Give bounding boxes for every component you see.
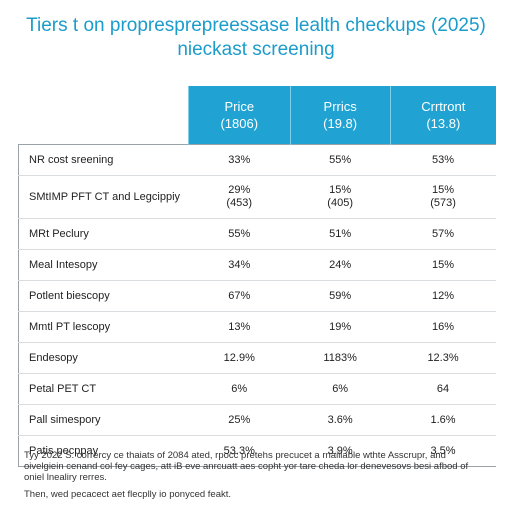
header-blank-cell: [18, 86, 189, 145]
cell-value: 55%: [290, 144, 391, 176]
cell-value-line: 15%: [432, 184, 455, 196]
title-line-1: Tiers t on propresprepreessase lealth ch…: [26, 15, 486, 36]
cell-value: 59%: [290, 280, 391, 312]
cell-value: 33%: [188, 144, 291, 176]
row-label: Pall simespory: [18, 404, 189, 436]
cell-value: 19%: [290, 311, 391, 343]
cell-value: 34%: [188, 249, 291, 281]
cell-value: 15%: [390, 249, 496, 281]
row-label: SMtIMP PFT CT and Legcippiy: [18, 175, 189, 219]
cell-value: 3.6%: [290, 404, 391, 436]
column-header-sub: (19.8): [323, 116, 358, 131]
column-header-label: Crrtront: [421, 99, 466, 114]
row-label: NR cost sreening: [18, 144, 189, 176]
cell-value-line: (573): [430, 197, 456, 209]
cell-value: 25%: [188, 404, 291, 436]
footnote: Tyy 2022 S. corrercy ce thaiats of 2084 …: [24, 450, 484, 500]
row-label: Mmtl PT lescopy: [18, 311, 189, 343]
cell-value: 57%: [390, 218, 496, 250]
cell-value-line: 29%: [228, 184, 251, 196]
column-header-label: Price: [224, 99, 255, 114]
cell-value: 53.3%: [188, 435, 291, 467]
row-label: Petal PET CT: [18, 373, 189, 405]
column-header-sub: (1806): [220, 116, 259, 131]
column-header: Crrtront (13.8): [389, 86, 496, 145]
cell-value: 12.3%: [390, 342, 496, 374]
cell-value: 53%: [390, 144, 496, 176]
table-row: Potlent biescopy 67% 59% 12%: [18, 280, 496, 312]
row-label: Endesopy: [18, 342, 189, 374]
table-row: MRt Peclury 55% 51% 57%: [18, 218, 496, 250]
table-row: Petal PET CT 6% 6% 64: [18, 373, 496, 405]
pricing-table: Price (1806) Prrics (19.8) Crrtront (13.…: [18, 86, 496, 467]
cell-value: 12.9%: [188, 342, 291, 374]
cell-value: 29% (453): [188, 175, 291, 219]
column-header-label: Prrics: [323, 99, 357, 114]
cell-value: 24%: [290, 249, 391, 281]
cell-value: 55%: [188, 218, 291, 250]
cell-value-line: (453): [226, 197, 253, 209]
cell-value-line: 15%: [329, 184, 352, 196]
row-label: Potlent biescopy: [18, 280, 189, 312]
row-label: Patis pecppay: [18, 435, 189, 467]
title-line-2: nieckast screening: [177, 39, 335, 60]
cell-value: 64: [390, 373, 496, 405]
row-label: Meal Intesopy: [18, 249, 189, 281]
cell-value: 15% (573): [390, 175, 496, 219]
footnote-paragraph: Tyy 2022 S. corrercy ce thaiats of 2084 …: [24, 450, 469, 483]
cell-value: 1183%: [290, 342, 391, 374]
cell-value: 6%: [290, 373, 391, 405]
cell-value: 51%: [290, 218, 391, 250]
table-row: Mmtl PT lescopy 13% 19% 16%: [18, 311, 496, 343]
cell-value: 6%: [188, 373, 291, 405]
cell-value: 16%: [390, 311, 496, 343]
cell-value: 15% (405): [290, 175, 391, 219]
table-row: NR cost sreening 33% 55% 53%: [18, 144, 496, 176]
cell-value: 67%: [188, 280, 291, 312]
cell-value: 3.9%: [290, 435, 391, 467]
footnote-paragraph: Then, wed pecacect aet flecplly io ponyc…: [24, 489, 232, 500]
cell-value: 1.6%: [390, 404, 496, 436]
table-row: Pall simespory 25% 3.6% 1.6%: [18, 404, 496, 436]
row-label: MRt Peclury: [18, 218, 189, 250]
cell-value: 12%: [390, 280, 496, 312]
table-row: SMtIMP PFT CT and Legcippiy 29% (453) 15% (4…: [18, 175, 496, 219]
column-header: Prrics (19.8): [289, 86, 391, 145]
table-row: Patis pecppay 53.3% 3.9% 3.5%: [18, 435, 496, 467]
cell-value: 3.5%: [390, 435, 496, 467]
table-row: Endesopy 12.9% 1183% 12.3%: [18, 342, 496, 374]
column-header: Price (1806): [187, 86, 291, 145]
cell-value-line: (405): [327, 197, 353, 209]
page-title: Tiers t on propresprepreessase lealth ch…: [0, 14, 512, 62]
table-header-row: Price (1806) Prrics (19.8) Crrtront (13.…: [18, 86, 496, 145]
table-row: Meal Intesopy 34% 24% 15%: [18, 249, 496, 281]
column-header-sub: (13.8): [426, 116, 461, 131]
cell-value: 13%: [188, 311, 291, 343]
